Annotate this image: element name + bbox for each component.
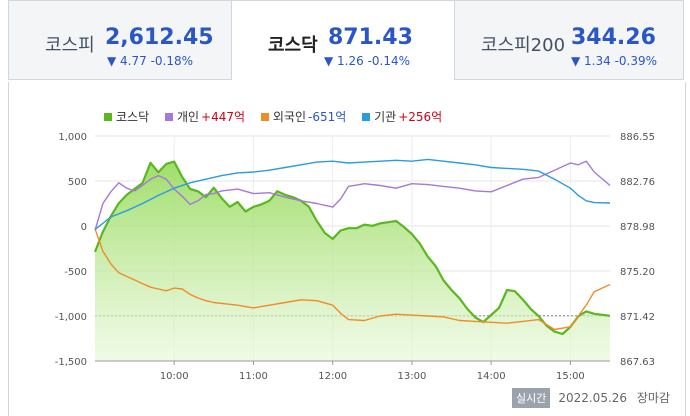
chart-legend: 코스닥 개인 +447억 외국인 -651억 기관 +256억 <box>104 108 454 125</box>
index-tabs: 코스피 2,612.45 ▼ 4.77 -0.18% 코스닥 871.43 ▼ … <box>0 0 690 82</box>
left-axis-tick: -500 <box>64 267 87 278</box>
legend-foreign[interactable]: 외국인 -651억 <box>260 108 347 125</box>
series-kosdaq-area <box>95 161 610 361</box>
left-axis-tick: 500 <box>68 177 87 188</box>
legend-individual-label: 개인 <box>176 110 200 124</box>
right-axis-tick: 871.42 <box>620 312 655 323</box>
tab-kosdaq-value: 871.43 <box>328 25 413 50</box>
right-axis-tick: 867.63 <box>620 357 655 368</box>
right-axis-tick: 875.20 <box>620 267 655 278</box>
footer-status: 장마감 <box>636 391 670 405</box>
series-foreign-line <box>94 228 611 331</box>
tab-kospi-value: 2,612.45 <box>105 25 214 50</box>
left-axis-tick: -1,500 <box>55 357 87 368</box>
legend-individual[interactable]: 개인 +447억 <box>164 108 246 125</box>
tab-kospi-change: ▼ 4.77 -0.18% <box>107 54 194 68</box>
left-axis-tick: -1,000 <box>55 312 87 323</box>
tab-kospi200-change: ▼ 1.34 -0.39% <box>571 54 658 68</box>
chart-area-layer <box>95 161 610 361</box>
left-axis-tick: 0 <box>81 222 87 233</box>
x-axis-tick: 10:00 <box>160 371 189 382</box>
series-institution-line <box>94 158 611 231</box>
realtime-badge[interactable]: 실시간 <box>511 388 551 408</box>
x-axis-tick: 15:00 <box>556 371 585 382</box>
right-axis-tick: 882.76 <box>620 177 655 188</box>
tab-kospi-name: 코스피 <box>45 35 95 56</box>
legend-institution-label: 기관 <box>374 110 397 124</box>
legend-institution-value: +256억 <box>398 110 443 124</box>
tab-kospi200-name: 코스피200 <box>481 35 566 56</box>
chart-line-layer <box>93 158 611 336</box>
chart-footer: 실시간 2022.05.26 장마감 <box>511 388 670 408</box>
legend-kosdaq-label: 코스닥 <box>116 110 150 124</box>
tab-kosdaq[interactable]: 코스닥 871.43 ▼ 1.26 -0.14% <box>232 0 454 80</box>
chart-axis-layer: 1,000 886.55 500 882.76 0 878.98 -500 875.20 -1,… <box>55 132 655 382</box>
tab-kosdaq-name: 코스닥 <box>268 35 318 56</box>
x-axis-tick: 12:00 <box>318 371 347 382</box>
legend-kosdaq-swatch <box>104 113 112 121</box>
series-kosdaq-line <box>93 160 611 336</box>
series-individual-line <box>94 160 611 231</box>
x-axis-tick: 13:00 <box>398 371 427 382</box>
left-axis-tick: 1,000 <box>58 132 87 143</box>
tab-kospi[interactable]: 코스피 2,612.45 ▼ 4.77 -0.18% <box>8 0 232 80</box>
legend-foreign-swatch <box>260 113 269 121</box>
legend-foreign-label: 외국인 <box>272 110 306 124</box>
legend-individual-value: +447억 <box>201 110 246 124</box>
x-axis-tick: 11:00 <box>239 371 268 382</box>
legend-kosdaq[interactable]: 코스닥 <box>104 108 149 125</box>
footer-timestamp: 2022.05.26 <box>558 391 628 405</box>
x-axis-tick: 14:00 <box>477 371 506 382</box>
tab-kospi200[interactable]: 코스피200 344.26 ▼ 1.34 -0.39% <box>454 0 684 80</box>
right-axis-tick: 886.55 <box>620 132 655 143</box>
tab-kosdaq-change: ▼ 1.26 -0.14% <box>324 54 411 68</box>
legend-institution[interactable]: 기관 +256억 <box>362 108 442 125</box>
legend-institution-swatch <box>362 113 371 121</box>
legend-foreign-value: -651억 <box>308 110 347 124</box>
legend-individual-swatch <box>164 113 173 121</box>
tab-kospi200-value: 344.26 <box>571 25 656 50</box>
right-axis-tick: 878.98 <box>620 222 655 233</box>
